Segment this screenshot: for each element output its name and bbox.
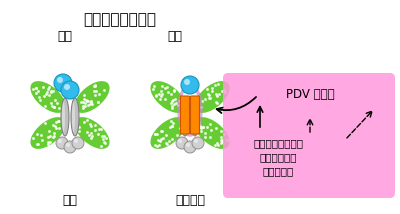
Text: 陸上植物: 陸上植物 [175,194,205,207]
Circle shape [194,139,198,143]
Circle shape [66,143,70,147]
Ellipse shape [30,117,66,149]
Text: 一定: 一定 [58,30,72,43]
Circle shape [58,139,62,143]
Ellipse shape [74,81,110,113]
Circle shape [74,139,78,143]
Text: PDV の発現: PDV の発現 [286,88,334,101]
Circle shape [184,141,196,153]
Circle shape [72,137,84,149]
Text: サイトカイニンに
よる細胞分化
プログラム: サイトカイニンに よる細胞分化 プログラム [253,138,303,176]
Ellipse shape [150,117,186,149]
Circle shape [56,137,68,149]
Circle shape [192,137,204,149]
Ellipse shape [181,98,189,136]
Ellipse shape [182,102,185,132]
Ellipse shape [61,98,69,136]
Circle shape [186,143,190,147]
Ellipse shape [71,98,79,136]
Text: 可変: 可変 [168,30,182,43]
Circle shape [64,84,70,90]
Ellipse shape [72,102,75,132]
Circle shape [64,141,76,153]
Ellipse shape [30,81,66,113]
FancyBboxPatch shape [190,96,200,134]
Ellipse shape [194,81,230,113]
Ellipse shape [194,117,230,149]
Circle shape [181,76,199,94]
Ellipse shape [62,102,65,132]
Circle shape [176,137,188,149]
FancyBboxPatch shape [223,73,395,198]
Ellipse shape [192,102,195,132]
Text: 緑藻: 緑藻 [62,194,78,207]
Ellipse shape [191,98,199,136]
Ellipse shape [74,117,110,149]
Circle shape [178,139,182,143]
Circle shape [57,77,63,83]
Circle shape [61,81,79,99]
Circle shape [184,79,190,85]
Text: 葉緑体分裂の頻度: 葉緑体分裂の頻度 [84,12,156,27]
FancyBboxPatch shape [180,96,190,134]
Circle shape [54,74,72,92]
Ellipse shape [150,81,186,113]
